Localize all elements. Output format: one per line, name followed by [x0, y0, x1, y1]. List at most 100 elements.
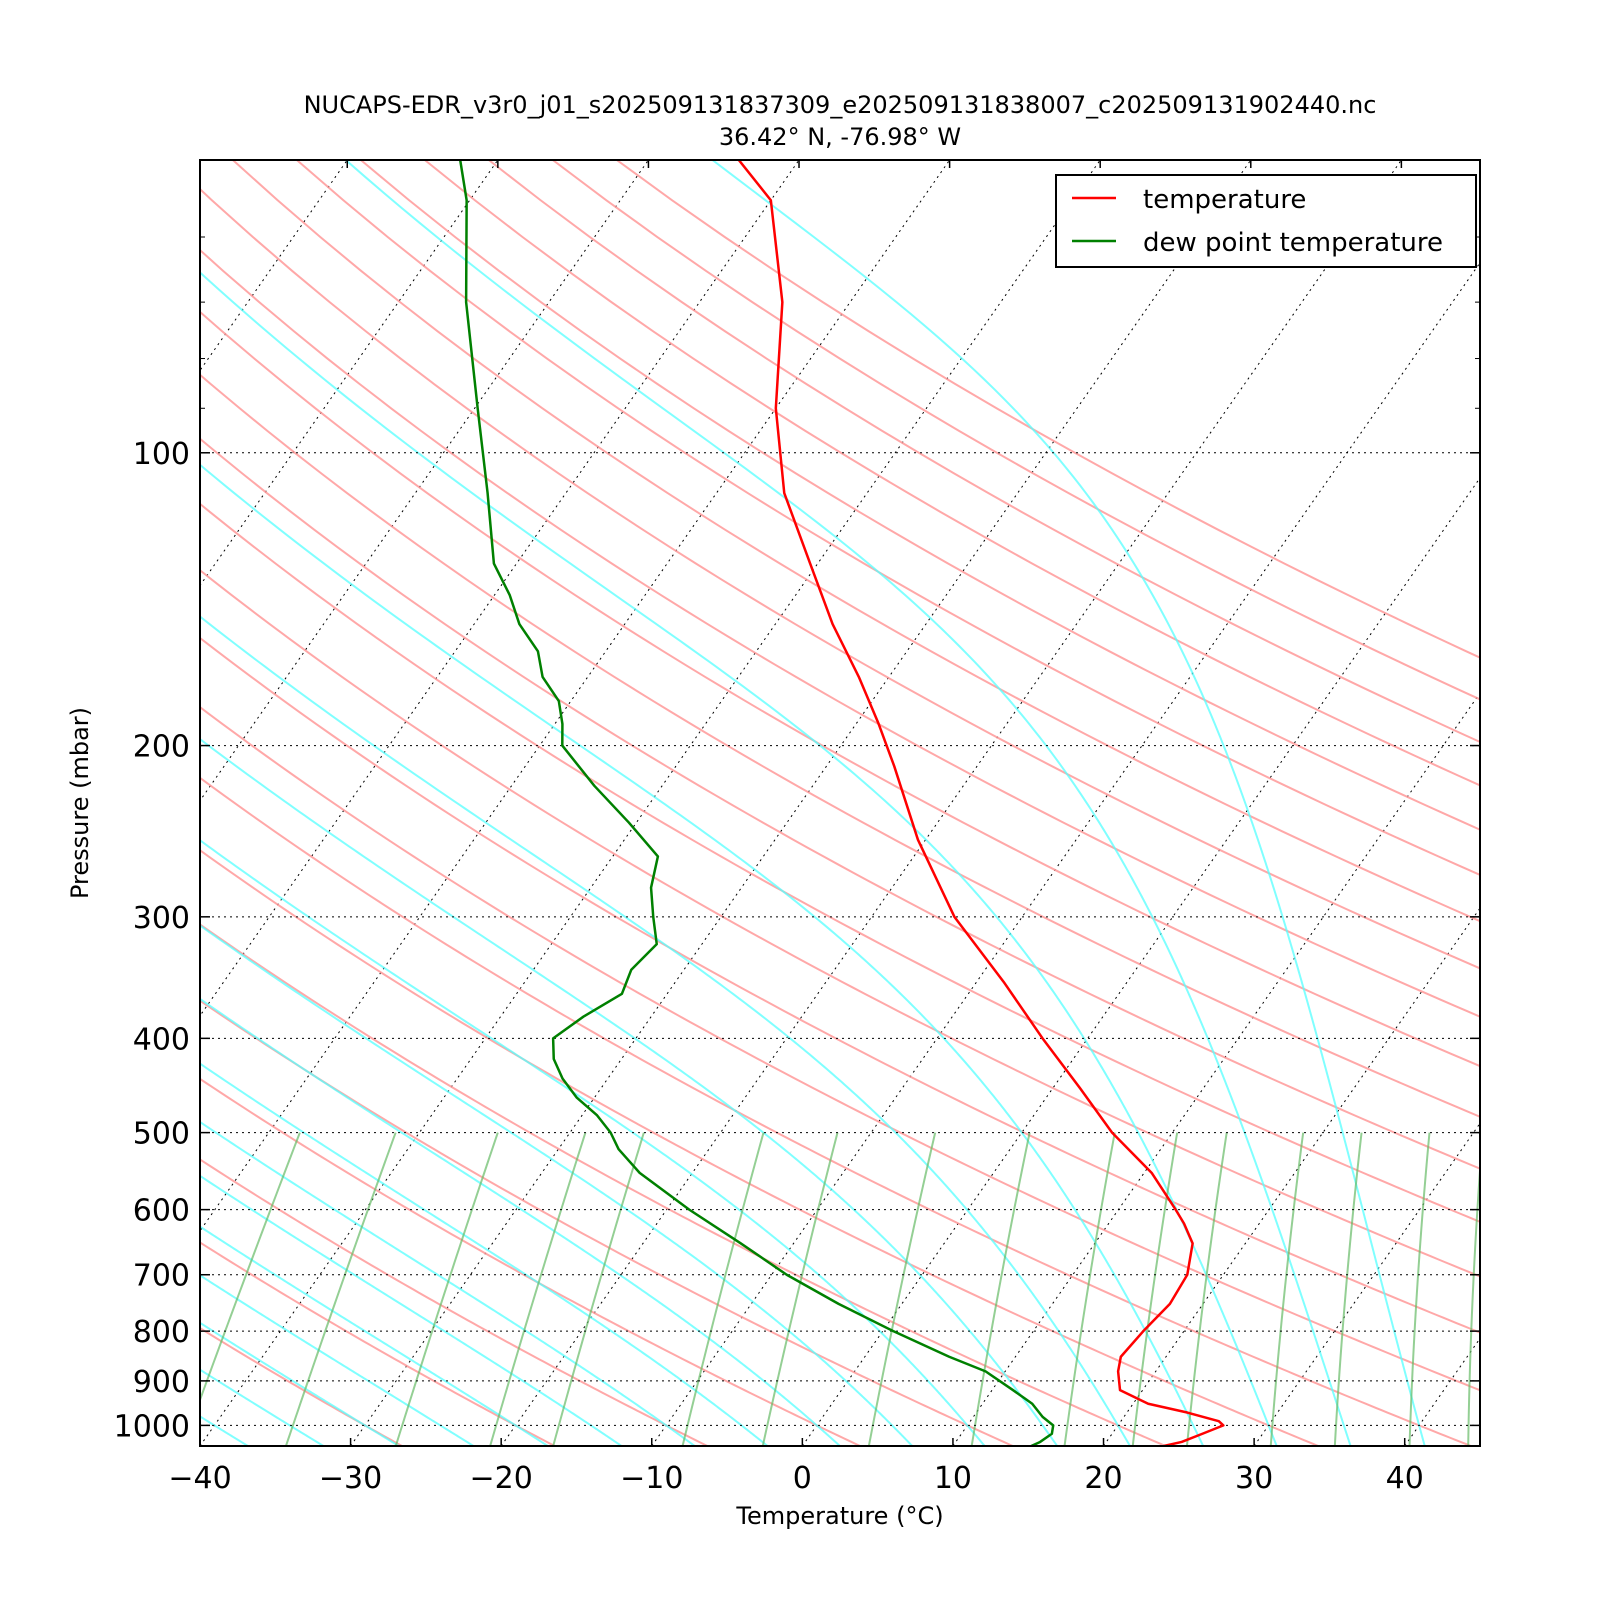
moist-adiabat: [200, 1321, 400, 1446]
y-tick-label: 1000: [114, 1409, 190, 1444]
dry-adiabat: [488, 160, 1480, 744]
isotherm-line: [200, 160, 1101, 1446]
dry-adiabat: [616, 160, 1480, 659]
y-tick-label: 200: [133, 730, 190, 765]
isotherm-line: [200, 160, 348, 372]
x-tick-label: 40: [1386, 1461, 1424, 1496]
x-tick-label: −20: [470, 1461, 533, 1496]
x-tick-label: −40: [168, 1461, 231, 1496]
dry-adiabat: [200, 568, 1480, 1278]
mixing-ratio-line: [552, 1132, 645, 1446]
y-tick-label: 100: [133, 437, 190, 472]
isotherm-line: [1555, 160, 1600, 1446]
moist-adiabat: [200, 839, 986, 1446]
dry-adiabat: [200, 776, 1472, 1446]
mixing-ratio-line: [1408, 1132, 1431, 1446]
y-tick-label: 800: [133, 1315, 190, 1350]
mixing-ratio-line: [1467, 1156, 1480, 1446]
y-tick-label: 500: [133, 1117, 190, 1152]
mixing-ratio-line: [200, 1132, 301, 1403]
dry-adiabat: [200, 705, 1480, 1392]
dry-adiabat: [200, 1077, 861, 1446]
dry-adiabat: [200, 636, 1480, 1334]
moist-adiabat: [345, 160, 1352, 1446]
y-axis-label: Pressure (mbar): [66, 707, 94, 899]
moist-adiabat: [200, 271, 1278, 1446]
y-tick-label: 300: [133, 901, 190, 936]
moist-adiabat: [200, 1062, 769, 1446]
dry-adiabat: [424, 160, 1480, 787]
x-tick-label: 30: [1235, 1461, 1273, 1496]
moist-adiabat: [200, 1174, 623, 1446]
isotherm-line: [0, 160, 197, 1446]
mixing-ratio-line: [1063, 1132, 1116, 1446]
moist-adiabat: [711, 160, 1426, 1446]
plot-frame: [199, 159, 1481, 1447]
dry-adiabat: [200, 923, 1166, 1446]
mixing-ratio-line: [285, 1132, 397, 1446]
dry-adiabat: [200, 1158, 708, 1446]
dry-adiabat: [200, 187, 1480, 970]
mixing-ratio-line: [489, 1132, 587, 1446]
x-tick-label: 20: [1084, 1461, 1122, 1496]
dry-adiabat: [200, 502, 1480, 1223]
moist-adiabat: [200, 463, 1205, 1446]
y-tick-label: 400: [133, 1022, 190, 1057]
legend-box: [1055, 174, 1477, 268]
mixing-ratio-line: [867, 1132, 937, 1446]
background-lines: [0, 160, 1600, 1446]
legend-label-dew-point: dew point temperature: [1143, 228, 1443, 258]
moist-adiabat: [200, 997, 841, 1446]
x-tick-label: −10: [620, 1461, 683, 1496]
dry-adiabat: [200, 437, 1480, 1170]
x-axis-label: Temperature (°C): [735, 1502, 943, 1530]
isotherm-line: [500, 160, 1402, 1446]
mixing-ratio-line: [761, 1132, 839, 1446]
dry-adiabat: [200, 1326, 403, 1446]
isotherm-line: [200, 160, 800, 1017]
mixing-ratio-line: [970, 1132, 1031, 1446]
x-tick-label: 10: [934, 1461, 972, 1496]
mixing-ratio-line: [394, 1132, 499, 1446]
moist-adiabat: [200, 1415, 249, 1446]
temperature-line: [737, 160, 1225, 1446]
isotherm-line: [952, 692, 1480, 1446]
dry-adiabat: [200, 999, 1014, 1446]
moist-adiabat: [200, 615, 1131, 1446]
x-tick-label: 0: [793, 1461, 812, 1496]
y-tick-label: 700: [133, 1259, 190, 1294]
legend: temperature dew point temperature: [1055, 174, 1477, 268]
moist-adiabat: [200, 1274, 475, 1446]
moist-adiabat: [200, 1225, 549, 1446]
data-series: [458, 160, 1225, 1446]
dry-adiabat: [552, 160, 1480, 701]
y-tick-label: 900: [133, 1365, 190, 1400]
moist-adiabat: [200, 1368, 325, 1446]
isotherm-line: [0, 160, 46, 1446]
legend-label-temperature: temperature: [1143, 185, 1306, 215]
y-tick-label: 600: [133, 1194, 190, 1229]
dry-adiabat: [360, 160, 1480, 831]
mixing-ratio-line: [1269, 1132, 1305, 1446]
dry-adiabat: [200, 373, 1480, 1118]
dry-adiabat: [232, 160, 1480, 923]
moist-adiabat: [200, 1120, 696, 1446]
chart-subtitle: 36.42° N, -76.98° W: [719, 123, 961, 151]
isotherm-line: [200, 160, 951, 1232]
dry-adiabat: [200, 248, 1480, 1018]
isotherm-line: [1253, 1122, 1480, 1446]
moist-adiabat: [200, 924, 913, 1446]
mixing-ratio-line: [681, 1132, 765, 1446]
axis-ticks: −40 −30 −20 −10 0 10 20 30 40 100 200 300 400 500 600 7…: [114, 160, 1480, 1496]
isotherm-line: [350, 160, 1252, 1446]
isotherm-line: [651, 261, 1480, 1446]
dry-adiabat: [296, 160, 1480, 876]
mixing-ratio-line: [1333, 1132, 1363, 1446]
chart-title: NUCAPS-EDR_v3r0_j01_s202509131837309_e20…: [304, 91, 1377, 119]
mixing-ratio-line: [1185, 1132, 1228, 1446]
dry-adiabat: [200, 310, 1480, 1068]
isotherm-line: [1404, 1337, 1480, 1446]
dew-point-line: [458, 160, 1055, 1446]
dry-adiabat: [200, 849, 1319, 1446]
